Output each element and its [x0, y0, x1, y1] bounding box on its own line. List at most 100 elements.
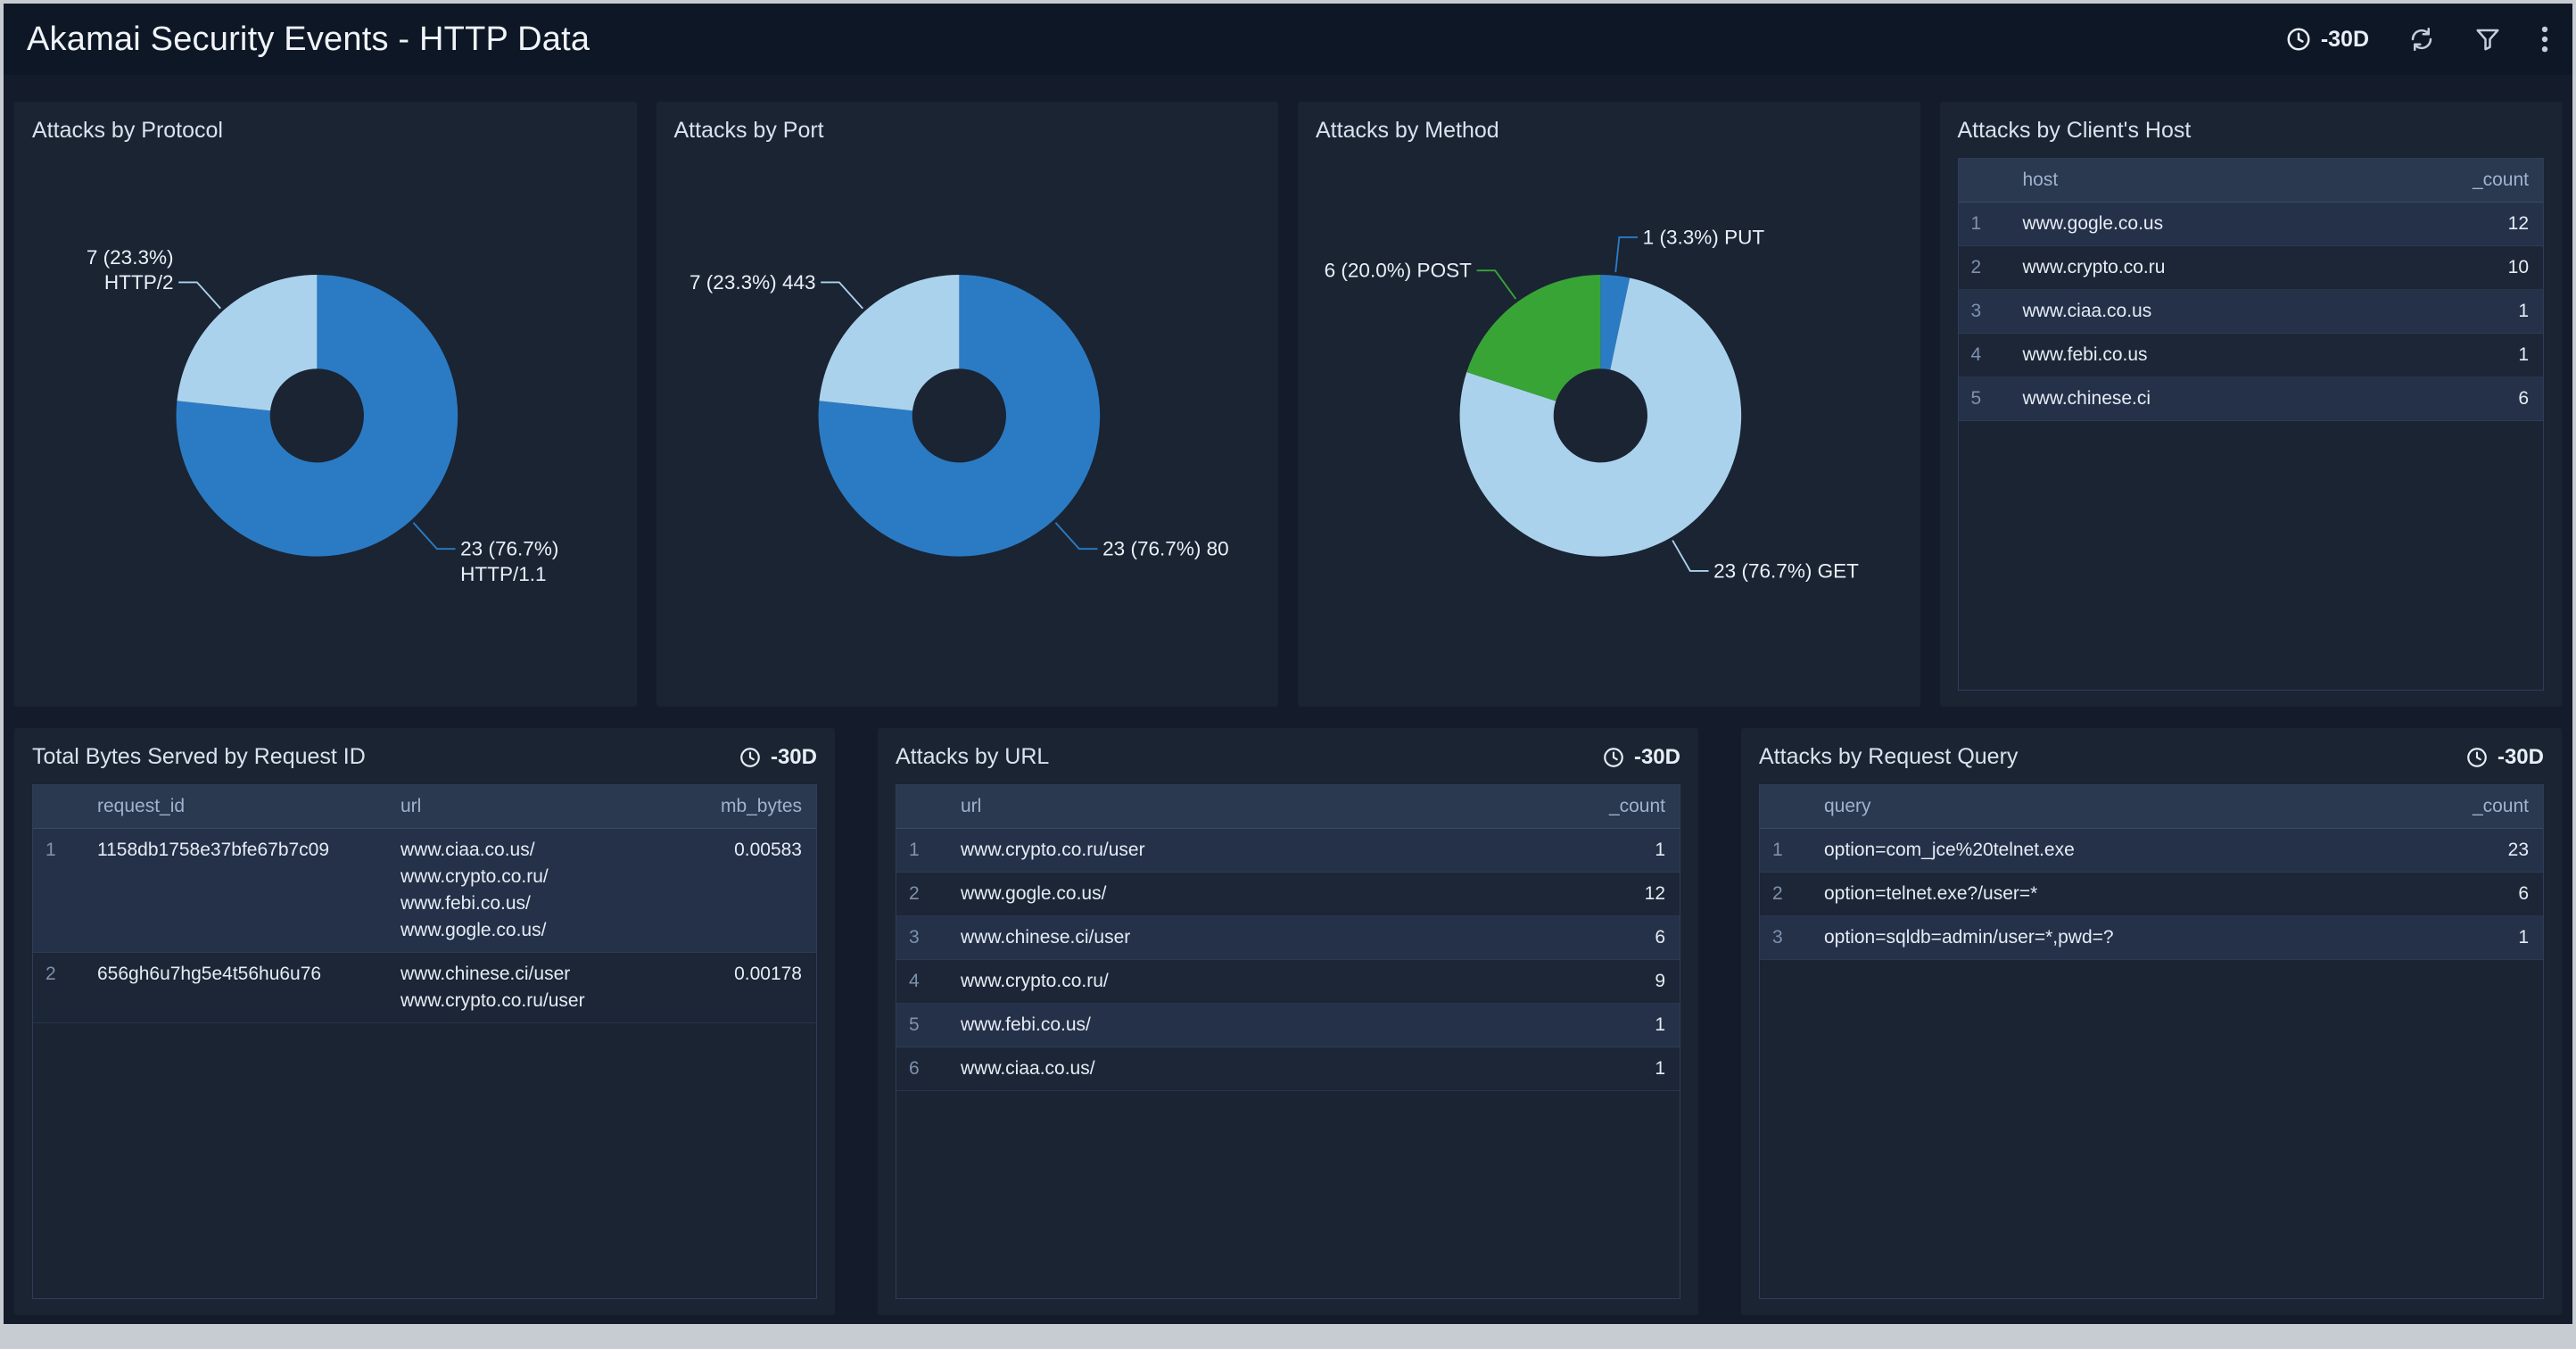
dashboard-body: Attacks by Protocol 23 (76.7%) HTTP/1.1 7 … — [4, 75, 2572, 1324]
row-index: 3 — [909, 927, 920, 948]
panel-header: Total Bytes Served by Request ID -30D — [32, 744, 817, 770]
table-header-row: host _count — [1958, 159, 2543, 203]
label-leader-line — [1054, 522, 1098, 550]
clock-icon — [739, 746, 762, 769]
slice-label: 6 (20.0%) POST — [1325, 260, 1473, 282]
panel-title: Total Bytes Served by Request ID — [32, 744, 366, 769]
table-cell: 656gh6u7hg5e4t56hu6u76 — [97, 964, 322, 984]
row-index: 2 — [1772, 883, 1783, 904]
method-donut-chart: 1 (3.3%) PUT 23 (76.7%) GET 6 (20.0%) POST — [1325, 226, 1860, 582]
panel-title: Attacks by URL — [896, 744, 1050, 769]
filter-button[interactable] — [2474, 26, 2501, 53]
panel-time-range-control[interactable]: -30D — [1602, 745, 1680, 770]
label-leader-line — [1614, 236, 1639, 273]
table-cell: 1 — [2518, 927, 2529, 948]
slice-label: 7 (23.3%) 443 — [689, 271, 816, 294]
panel-attacks-by-url: Attacks by URL -30D url _count 1 www.crypto… — [878, 728, 1698, 1315]
table-cell: www.chinese.ci/user www.crypto.co.ru/use… — [400, 964, 585, 1011]
table-cell: 0.00178 — [734, 964, 802, 984]
filter-icon — [2474, 26, 2501, 53]
table-cell: 1 — [2518, 301, 2529, 321]
time-range-label: -30D — [2497, 744, 2544, 769]
row-index: 1 — [45, 840, 56, 860]
table-cell: 9 — [1655, 971, 1665, 991]
column-header-_count[interactable]: _count — [2472, 170, 2529, 190]
table-cell: option=com_jce%20telnet.exe — [1824, 840, 2075, 860]
donut-slice-HTTP/2[interactable] — [177, 275, 318, 411]
table-row: 1 option=com_jce%20telnet.exe 23 — [1760, 829, 2543, 873]
clock-icon — [2465, 746, 2489, 769]
table-row: 5 www.chinese.ci 6 — [1958, 377, 2543, 421]
index-column-header — [1959, 159, 2009, 175]
table-cell: 1 — [1655, 1058, 1665, 1079]
table-row: 3 option=sqldb=admin/user=*,pwd=? 1 — [1760, 916, 2543, 960]
column-header-_count[interactable]: _count — [2472, 796, 2529, 816]
table-cell: www.chinese.ci/user — [961, 927, 1131, 948]
label-leader-line — [412, 522, 456, 550]
dashboard-row-1: Attacks by Protocol 23 (76.7%) HTTP/1.1 7 … — [14, 102, 2562, 707]
panel-title: Attacks by Client's Host — [1957, 118, 2192, 143]
table-cell: www.chinese.ci — [2022, 388, 2151, 409]
dashboard-row-2: Total Bytes Served by Request ID -30D re… — [14, 728, 2562, 1315]
table-cell: 6 — [1655, 927, 1665, 948]
row-index: 4 — [909, 971, 920, 991]
table-cell: option=telnet.exe?/user=* — [1824, 883, 2038, 904]
dashboard-header: Akamai Security Events - HTTP Data -30D — [4, 4, 2572, 75]
slice-label: 7 (23.3%) HTTP/2 — [87, 246, 174, 294]
table-row: 4 www.febi.co.us 1 — [1958, 334, 2543, 377]
donut-slice-80[interactable] — [818, 275, 1100, 557]
row-index: 2 — [45, 964, 56, 984]
header-controls: -30D — [2285, 25, 2549, 54]
table-cell: www.ciaa.co.us/ www.crypto.co.ru/ www.fe… — [400, 840, 549, 940]
panel-time-range-control[interactable]: -30D — [739, 745, 817, 770]
label-leader-line — [178, 281, 221, 310]
table-cell: www.febi.co.us — [2022, 344, 2148, 365]
row-index: 1 — [1970, 213, 1982, 234]
donut-slice-HTTP/1.1[interactable] — [176, 275, 458, 557]
donut-slice-PUT[interactable] — [1600, 275, 1631, 370]
panel-time-range-control[interactable]: -30D — [2465, 745, 2544, 770]
label-leader-line — [1476, 269, 1517, 300]
table-row: 4 www.crypto.co.ru/9 — [896, 960, 1680, 1004]
index-column-header — [1760, 785, 1810, 801]
donut-slice-POST[interactable] — [1466, 275, 1601, 401]
refresh-button[interactable] — [2408, 26, 2435, 53]
table-header-row: request_id url mb_bytes — [33, 785, 816, 829]
table-cell: www.crypto.co.ru/user — [961, 840, 1145, 860]
table-header-row: query _count — [1760, 785, 2543, 829]
panel-title: Attacks by Method — [1316, 118, 1499, 143]
table-cell: www.ciaa.co.us — [2022, 301, 2152, 321]
donut-slice-443[interactable] — [818, 275, 959, 411]
panel-attacks-by-clients-host: Attacks by Client's Host host _count 1 www.… — [1939, 102, 2562, 707]
kebab-menu-button[interactable] — [2540, 25, 2549, 54]
table-cell: www.gogle.co.us/ — [961, 883, 1107, 904]
time-range-control[interactable]: -30D — [2285, 26, 2369, 53]
page-title: Akamai Security Events - HTTP Data — [27, 20, 590, 58]
column-header-host[interactable]: host — [2022, 170, 2059, 190]
protocol-donut-chart: 23 (76.7%) HTTP/1.1 7 (23.3%) HTTP/2 — [87, 246, 559, 585]
column-header-mb_bytes[interactable]: mb_bytes — [720, 796, 802, 816]
panel-attacks-by-method: Attacks by Method 1 (3.3%) PUT 23 (76.7%)… — [1298, 102, 1920, 707]
table-row: 1 www.gogle.co.us 12 — [1958, 203, 2543, 246]
column-header-query[interactable]: query — [1824, 796, 1871, 816]
column-header-request_id[interactable]: request_id — [97, 796, 186, 816]
row-index: 2 — [909, 883, 920, 904]
table-header-row: url _count — [896, 785, 1680, 829]
panel-header: Attacks by URL -30D — [896, 744, 1680, 770]
time-range-label: -30D — [770, 744, 817, 769]
column-header-_count[interactable]: _count — [1608, 796, 1665, 816]
panel-title: Attacks by Protocol — [32, 118, 223, 143]
row-index: 3 — [1772, 927, 1783, 948]
table-cell: 1 — [2518, 344, 2529, 365]
donut-slice-GET[interactable] — [1459, 277, 1742, 557]
panel-attacks-by-port: Attacks by Port 23 (76.7%) 80 7 (23.3%) 4… — [656, 102, 1278, 707]
refresh-icon — [2408, 26, 2435, 53]
table-row: 3 www.chinese.ci/user 6 — [896, 916, 1680, 960]
table-row: 1 www.crypto.co.ru/user 1 — [896, 829, 1680, 873]
row-index: 5 — [909, 1014, 920, 1035]
column-header-url[interactable]: url — [961, 796, 982, 816]
table-cell: 10 — [2507, 257, 2529, 277]
table-cell: 1158db1758e37bfe67b7c09 — [97, 840, 330, 860]
column-header-url[interactable]: url — [400, 796, 422, 816]
port-donut-chart: 23 (76.7%) 80 7 (23.3%) 443 — [689, 271, 1229, 560]
